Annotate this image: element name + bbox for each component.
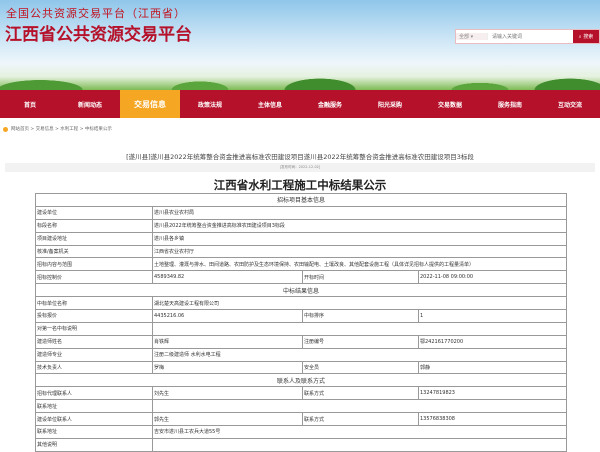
field-value: 4435216.06	[152, 309, 303, 323]
field-value	[152, 321, 567, 336]
breadcrumb: 网站首页 > 交易信息 > 水利工程 > 中标结果公示	[3, 126, 112, 132]
header-banner: 全国公共资源交易平台（江西省） 江西省公共资源交易平台 全部 ▾ ⌕ 搜索	[0, 0, 600, 90]
table-row: 技术负责人 罗梅 安全员 郭静	[35, 360, 567, 375]
field-label: 建造师姓名	[35, 334, 153, 349]
field-value: 湖北楚天高建设工程有限公司	[152, 296, 567, 311]
table-row: 核准/备案机关 江西省农业农村厅	[35, 244, 567, 259]
field-label: 对第一名中标说明	[35, 321, 153, 336]
table-row: 建设单位 遂川县农业农村局	[35, 205, 567, 220]
search-bar: 全部 ▾ ⌕ 搜索	[455, 29, 600, 44]
field-label: 联系地址	[35, 399, 153, 414]
field-label: 建设单位联系人	[35, 412, 153, 427]
field-label: 项目建设地址	[35, 231, 153, 246]
field-label: 开标时间	[302, 270, 419, 285]
site-logo-title[interactable]: 江西省公共资源交易平台	[5, 25, 192, 45]
table-row: 联系地址 吉安市遂川县工农兵大道55号	[35, 425, 567, 439]
field-label: 建造师专业	[35, 347, 153, 362]
field-value: 13247819823	[418, 386, 567, 401]
page-title: [遂川县]遂川县2022年统筹整合资金推进高标准农田建设项目遂川县2022年统筹…	[126, 153, 474, 161]
table-row: 投标报价 4435216.06 中标排序 1	[35, 309, 567, 323]
table-row: 招标内容与范围 土地整理、灌溉与排水、田间道路、农田防护及生态环境保持、农田输配电…	[35, 257, 567, 272]
field-label: 安全员	[302, 360, 419, 375]
field-value: 1	[418, 309, 567, 323]
field-label: 联系方式	[302, 412, 419, 427]
breadcrumb-text[interactable]: 网站首页 > 交易信息 > 水利工程 > 中标结果公示	[11, 127, 112, 132]
banner-trees	[0, 68, 600, 90]
field-label: 注册编号	[302, 334, 419, 349]
field-label: 中标单位名称	[35, 296, 153, 311]
field-value: 4589349.82	[152, 270, 303, 285]
field-label: 其他说明	[35, 437, 153, 452]
main-nav: 首页 新闻动态 交易信息 政策法规 主体信息 金融服务 阳光采购 交易数据 服务指南 互动交流	[0, 90, 600, 118]
nav-item[interactable]: 阳光采购	[377, 101, 402, 109]
field-value: 注册二级建造师 水利水电工程	[152, 347, 567, 362]
field-value: 郭先生	[152, 412, 303, 427]
nav-item[interactable]: 首页	[23, 101, 36, 109]
result-table: 招标项目基本信息 建设单位 遂川县农业农村局 标段名称 遂川县2022年统筹整合资金推进…	[35, 193, 567, 452]
publish-time: [发布时间：2022-12-02]	[5, 163, 595, 172]
section-title: 招标项目基本信息	[35, 193, 567, 207]
nav-item[interactable]: 金融服务	[317, 101, 342, 109]
site-subtitle: 全国公共资源交易平台（江西省）	[6, 7, 186, 20]
field-value: 遂川县农业农村局	[152, 205, 567, 220]
search-input[interactable]	[488, 30, 573, 43]
table-row: 招标代理联系人 刘先生 联系方式 13247819823	[35, 386, 567, 401]
field-value: 遂川县2022年统筹整合资金推进高标准农田建设项目3标段	[152, 218, 567, 233]
field-value: 鄂242161770200	[418, 334, 567, 349]
field-label: 标段名称	[35, 218, 153, 233]
table-row: 中标单位名称 湖北楚天高建设工程有限公司	[35, 296, 567, 311]
field-label: 招标代理联系人	[35, 386, 153, 401]
section-title: 联系人及联系方式	[35, 373, 567, 388]
table-row: 联系地址	[35, 399, 567, 414]
field-label: 建设单位	[35, 205, 153, 220]
table-row: 建造师专业 注册二级建造师 水利水电工程	[35, 347, 567, 362]
field-label: 招标控制价	[35, 270, 153, 285]
field-value: 13576838308	[418, 412, 567, 427]
nav-item[interactable]: 主体信息	[257, 101, 282, 109]
table-row: 建造师姓名 肖铁辉 注册编号 鄂242161770200	[35, 334, 567, 349]
nav-item[interactable]: 互动交流	[557, 101, 582, 109]
table-row: 建设单位联系人 郭先生 联系方式 13576838308	[35, 412, 567, 427]
field-value: 刘先生	[152, 386, 303, 401]
field-value: 土地整理、灌溉与排水、田间道路、农田防护及生态环境保持、农田输配电、土壤改良、其…	[152, 257, 567, 272]
section-title: 中标结果信息	[35, 283, 567, 298]
field-label: 技术负责人	[35, 360, 153, 375]
table-row: 招标控制价 4589349.82 开标时间 2022-11-08 09:00:00	[35, 270, 567, 285]
section-header-row: 招标项目基本信息	[35, 193, 567, 207]
search-button-label: 搜索	[583, 34, 594, 40]
search-button[interactable]: ⌕ 搜索	[573, 30, 599, 43]
field-value: 肖铁辉	[152, 334, 303, 349]
nav-item[interactable]: 交易数据	[437, 101, 462, 109]
field-value: 遂川县各乡镇	[152, 231, 567, 246]
table-row: 标段名称 遂川县2022年统筹整合资金推进高标准农田建设项目3标段	[35, 218, 567, 233]
field-value	[152, 399, 567, 414]
field-label: 招标内容与范围	[35, 257, 153, 272]
section-header-row: 中标结果信息	[35, 283, 567, 298]
search-scope-select[interactable]: 全部 ▾	[456, 33, 488, 40]
field-value: 2022-11-08 09:00:00	[418, 270, 567, 285]
field-value: 罗梅	[152, 360, 303, 375]
field-label: 中标排序	[302, 309, 419, 323]
field-value	[152, 437, 567, 452]
search-icon: ⌕	[578, 33, 582, 40]
field-label: 联系地址	[35, 425, 153, 439]
table-row: 其他说明	[35, 437, 567, 452]
nav-item[interactable]: 新闻动态	[77, 101, 102, 109]
nav-item[interactable]: 政策法规	[197, 101, 222, 109]
notice-heading: 江西省水利工程施工中标结果公示	[213, 178, 387, 192]
field-label: 投标报价	[35, 309, 153, 323]
section-header-row: 联系人及联系方式	[35, 373, 567, 388]
table-row: 对第一名中标说明	[35, 321, 567, 336]
table-row: 项目建设地址 遂川县各乡镇	[35, 231, 567, 246]
field-value: 郭静	[418, 360, 567, 375]
field-value: 吉安市遂川县工农兵大道55号	[152, 425, 567, 439]
nav-item[interactable]: 交易信息	[120, 90, 180, 118]
field-label: 联系方式	[302, 386, 419, 401]
search-scope-value: 全部	[459, 34, 470, 40]
field-value: 江西省农业农村厅	[152, 244, 567, 259]
nav-item[interactable]: 服务指南	[497, 101, 522, 109]
field-label: 核准/备案机关	[35, 244, 153, 259]
location-pin-icon	[3, 126, 8, 132]
